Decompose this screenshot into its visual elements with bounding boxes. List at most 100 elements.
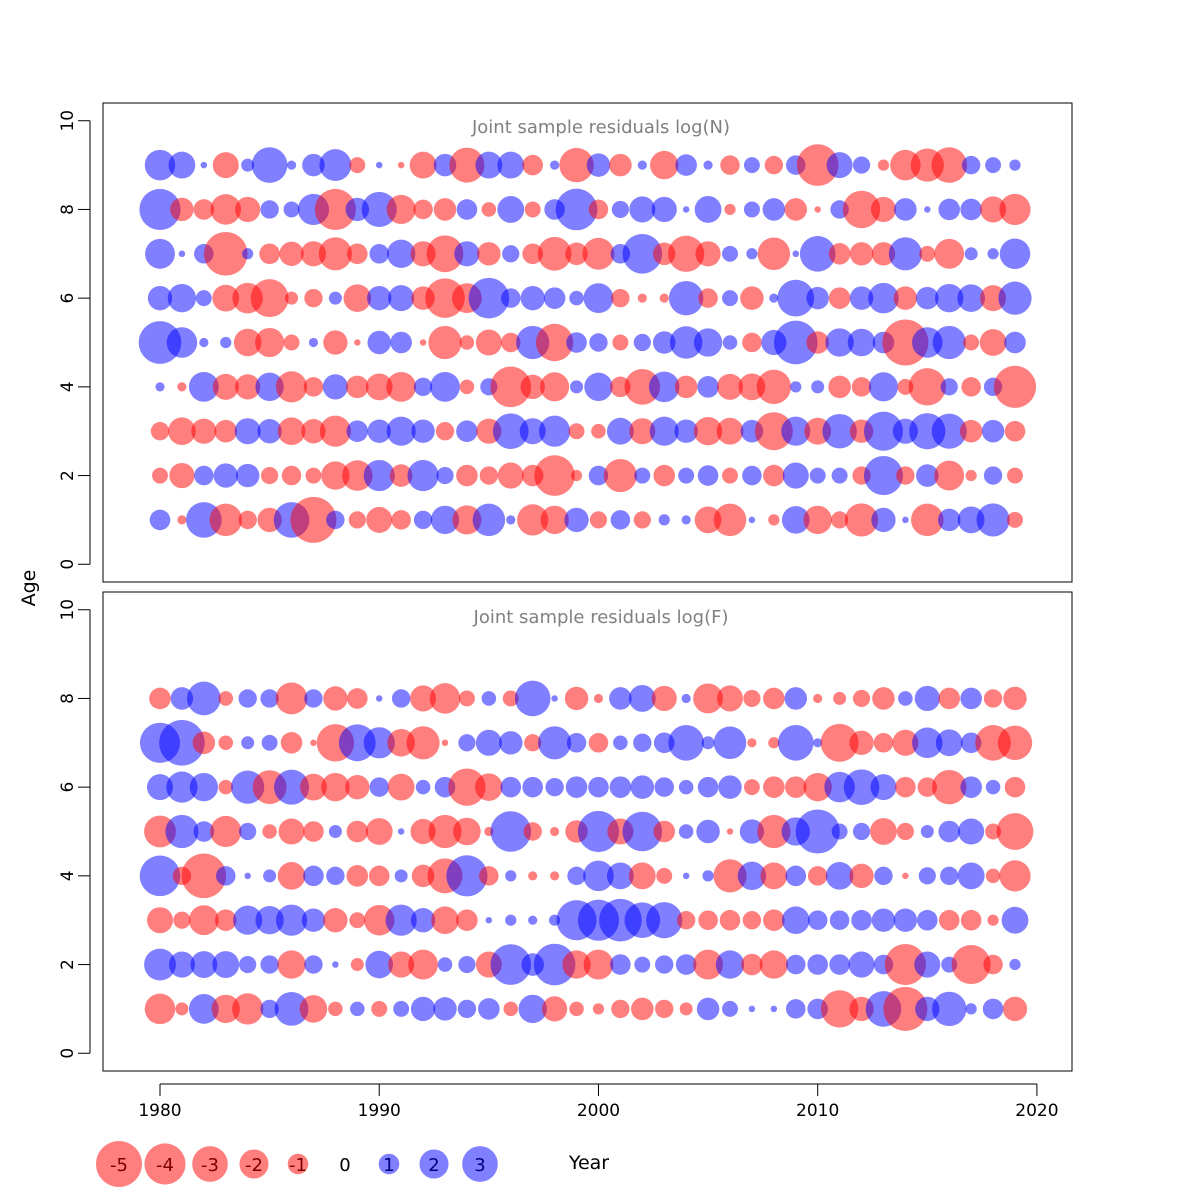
x-tick-label: 2010 — [796, 1101, 839, 1121]
residual-bubble — [375, 161, 383, 169]
residual-bubble — [305, 467, 322, 484]
residual-bubble — [633, 511, 651, 529]
legend-bubble — [96, 1141, 142, 1187]
residual-bubble — [658, 514, 670, 526]
residual-bubble — [283, 201, 300, 218]
residual-bubble — [260, 999, 279, 1019]
residual-bubble — [314, 188, 356, 231]
x-tick-label: 2000 — [577, 1101, 620, 1121]
residual-bubble — [368, 865, 390, 887]
residual-bubble — [199, 337, 209, 348]
residual-bubble — [940, 378, 958, 396]
residual-bubble — [235, 374, 261, 400]
residual-bubble — [318, 237, 352, 271]
residual-bubble — [741, 953, 763, 976]
residual-bubble — [884, 943, 926, 986]
x-tick-label: 1990 — [358, 1101, 401, 1121]
residual-bubble — [347, 688, 368, 709]
residual-bubble — [218, 735, 234, 751]
panel-logF-title: Joint sample residuals log(F) — [473, 607, 729, 628]
residual-bubble — [186, 681, 221, 716]
residual-bubble — [613, 735, 628, 751]
residual-bubble — [987, 914, 999, 926]
residual-bubble — [917, 909, 938, 931]
residual-bubble — [934, 460, 965, 491]
residual-bubble — [168, 951, 195, 978]
residual-bubble — [896, 466, 915, 485]
residual-bubble — [436, 466, 454, 485]
residual-bubble — [722, 467, 738, 484]
residual-bubble — [682, 872, 690, 880]
residual-bubble — [275, 904, 308, 936]
residual-bubble — [144, 948, 176, 981]
residual-bubble — [458, 734, 476, 752]
residual-bubble — [146, 907, 174, 934]
residual-bubble — [454, 241, 480, 267]
residual-bubble — [679, 1002, 693, 1016]
residual-bubble — [497, 196, 525, 223]
legend-label: 2 — [428, 1155, 439, 1176]
residual-bubble — [503, 1001, 519, 1017]
residual-bubble — [505, 914, 517, 926]
legend-label: 0 — [339, 1155, 350, 1176]
residual-bubble — [349, 157, 366, 174]
residual-bubble — [570, 380, 584, 394]
residual-bubble — [654, 777, 674, 797]
residual-bubble — [965, 469, 977, 482]
residual-bubble — [931, 413, 967, 449]
residual-bubble — [833, 691, 847, 705]
residual-bubble — [1001, 906, 1029, 934]
residual-bubble — [540, 505, 569, 535]
residual-bubble — [920, 824, 934, 839]
residual-bubble — [583, 283, 614, 314]
residual-bubble — [999, 238, 1031, 270]
residual-bubble — [877, 159, 890, 171]
residual-bubble — [681, 515, 691, 525]
residual-bubble — [139, 188, 181, 231]
residual-bubble — [896, 822, 914, 841]
residual-bubble — [522, 776, 543, 798]
residual-bubble — [743, 779, 760, 796]
residual-bubble — [588, 199, 609, 220]
residual-bubble — [795, 809, 840, 854]
residual-bubble — [681, 693, 691, 704]
residual-bubble — [606, 417, 634, 445]
y-tick-label: 4 — [58, 381, 78, 392]
residual-bubble — [410, 818, 436, 845]
residual-bubble — [675, 954, 697, 975]
residual-bubble — [323, 908, 348, 933]
residual-bubble — [203, 231, 248, 276]
residual-bubble — [822, 413, 857, 449]
residual-bubble — [239, 955, 257, 974]
residual-bubble — [902, 516, 909, 524]
residual-bubble — [748, 1005, 756, 1013]
residual-bubble — [937, 508, 961, 532]
residual-bubble — [524, 734, 542, 752]
residual-bubble — [145, 238, 175, 269]
residual-bubble — [319, 149, 352, 182]
residual-bubble — [146, 774, 174, 801]
residual-bubble — [304, 288, 323, 308]
residual-bubble — [932, 769, 967, 805]
residual-bubble — [743, 157, 760, 174]
residual-bubble — [863, 411, 903, 451]
residual-bubble — [149, 509, 171, 531]
residual-bubble — [409, 151, 437, 179]
residual-bubble — [737, 861, 767, 891]
residual-bubble — [241, 158, 255, 172]
residual-bubble — [260, 689, 279, 708]
residual-bubble — [612, 334, 629, 351]
residual-bubble — [281, 465, 302, 486]
residual-bubble — [238, 689, 257, 708]
legend-bubble — [419, 1149, 449, 1179]
residual-bubble — [569, 1001, 584, 1017]
residual-bubble — [500, 776, 522, 798]
residual-bubble — [286, 160, 297, 170]
residual-bubble — [931, 147, 968, 183]
residual-bubble — [784, 687, 808, 710]
residual-bubble — [518, 994, 547, 1024]
residual-bubble — [716, 685, 744, 712]
residual-bubble — [609, 687, 632, 710]
residual-bubble — [343, 284, 372, 312]
residual-bubble — [924, 206, 931, 213]
